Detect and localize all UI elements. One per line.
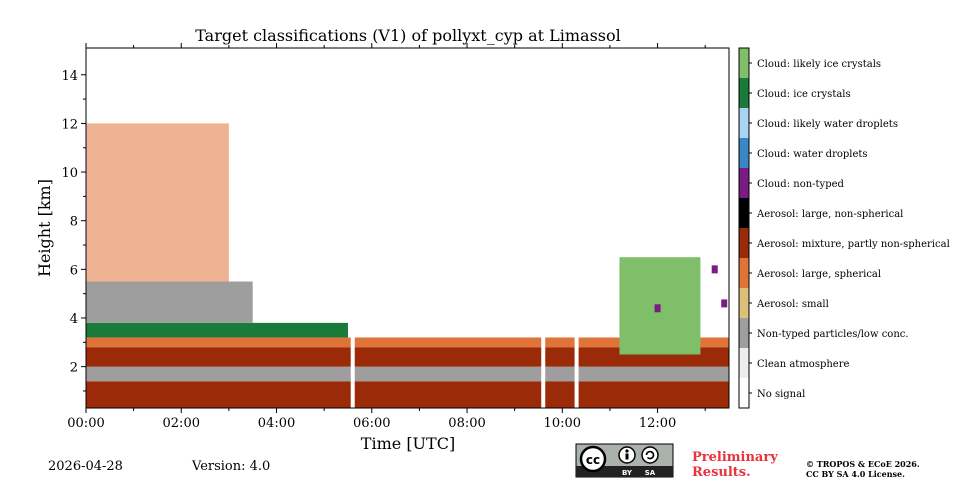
x-tick-label-6: 12:00	[639, 416, 676, 431]
legend-label-11: No signal	[757, 389, 805, 400]
legend-swatch-0	[739, 48, 749, 78]
legend-swatch-9	[739, 318, 749, 348]
x-tick-label-2: 04:00	[258, 416, 295, 431]
legend-label-7: Aerosol: large, spherical	[756, 269, 881, 280]
data-gap-0	[350, 48, 355, 408]
layer-aerosol-large-spherical-6	[86, 123, 229, 282]
x-tick-label-0: 00:00	[67, 416, 104, 431]
layer-aerosol-mixture-partly-non-spherical-2	[86, 347, 729, 367]
cc-logo-text: cc	[586, 453, 600, 467]
data-gap-2	[574, 48, 579, 408]
version-label: Version: 4.0	[191, 459, 270, 474]
y-tick-label-4: 10	[61, 166, 78, 181]
x-tick-label-5: 10:00	[544, 416, 581, 431]
layer-cloud-ice-crystals-4	[86, 322, 348, 338]
legend-swatch-10	[739, 348, 749, 378]
copyright-line-2: CC BY SA 4.0 License.	[806, 469, 905, 479]
y-tick-label-0: 2	[70, 361, 78, 376]
y-axis: 2 4 6 8 10 12 14	[61, 69, 86, 392]
preliminary-line-2: Results.	[692, 465, 751, 480]
colorbar-legend: Cloud: likely ice crystals Cloud: ice cry…	[738, 47, 950, 409]
legend-label-4: Cloud: non-typed	[757, 179, 845, 190]
attribution-icon-body	[625, 453, 629, 460]
layer-aerosol-mixture-partly-non-spherical-0	[86, 381, 729, 408]
y-tick-label-1: 4	[70, 312, 78, 327]
legend-label-9: Non-typed particles/low conc.	[757, 329, 909, 340]
x-tick-label-4: 08:00	[448, 416, 485, 431]
legend-swatch-6	[739, 228, 749, 258]
y-tick-label-2: 6	[70, 263, 78, 278]
badge-by-label: BY	[622, 469, 633, 477]
legend-label-8: Aerosol: small	[756, 299, 829, 310]
x-tick-label-1: 02:00	[163, 416, 200, 431]
legend-label-0: Cloud: likely ice crystals	[757, 59, 881, 70]
legend-frame	[738, 47, 750, 409]
cc-license-badge: cc BY SA	[575, 443, 674, 478]
plot-area	[86, 48, 729, 408]
share-alike-icon	[641, 446, 659, 464]
copyright-line-1: © TROPOS & ECoE 2026.	[806, 459, 920, 469]
y-tick-label-3: 8	[70, 215, 78, 230]
legend-label-1: Cloud: ice crystals	[757, 89, 851, 100]
legend-label-3: Cloud: water droplets	[757, 149, 868, 160]
y-tick-label-5: 12	[61, 117, 78, 132]
layer-non-typed-particles-low-conc--5	[86, 281, 253, 323]
legend-swatch-1	[739, 78, 749, 108]
cloud-non-typed-mark-0	[654, 304, 661, 313]
x-tick-label-3: 06:00	[353, 416, 390, 431]
legend-swatch-8	[739, 288, 749, 318]
y-tick-label-6: 14	[61, 69, 78, 84]
legend-swatch-5	[739, 198, 749, 228]
preliminary-line-1: Preliminary	[692, 450, 778, 465]
cloud-non-typed-mark-1	[711, 265, 718, 274]
attribution-icon-head	[625, 449, 629, 453]
layer-non-typed-particles-low-conc--1	[86, 366, 729, 382]
legend-label-6: Aerosol: mixture, partly non-spherical	[756, 239, 950, 250]
badge-band	[576, 466, 673, 477]
badge-sa-label: SA	[645, 469, 656, 477]
x-axis: 00:00 02:00 04:00 06:00 08:00 10:00 12:00	[67, 43, 706, 431]
share-alike-icon-arc	[645, 450, 655, 460]
date-label: 2026-04-28	[48, 459, 123, 474]
x-axis-label: Time [UTC]	[361, 434, 455, 453]
plot-frame	[85, 47, 730, 409]
data-gap-1	[541, 48, 546, 408]
legend-label-5: Aerosol: large, non-spherical	[756, 209, 903, 220]
layer-aerosol-large-spherical-3	[86, 337, 729, 348]
legend-label-2: Cloud: likely water droplets	[757, 119, 898, 130]
y-axis-label: Height [km]	[35, 179, 54, 277]
legend-swatch-4	[739, 168, 749, 198]
cc-logo-icon	[579, 445, 607, 473]
legend-label-10: Clean atmosphere	[757, 359, 850, 370]
legend-swatch-3	[739, 138, 749, 168]
legend-swatch-11	[739, 378, 749, 408]
cloud-non-typed-mark-2	[721, 299, 728, 308]
legend-swatch-7	[739, 258, 749, 288]
legend-swatch-2	[739, 108, 749, 138]
chart-title: Target classifications (V1) of pollyxt_c…	[195, 26, 621, 45]
